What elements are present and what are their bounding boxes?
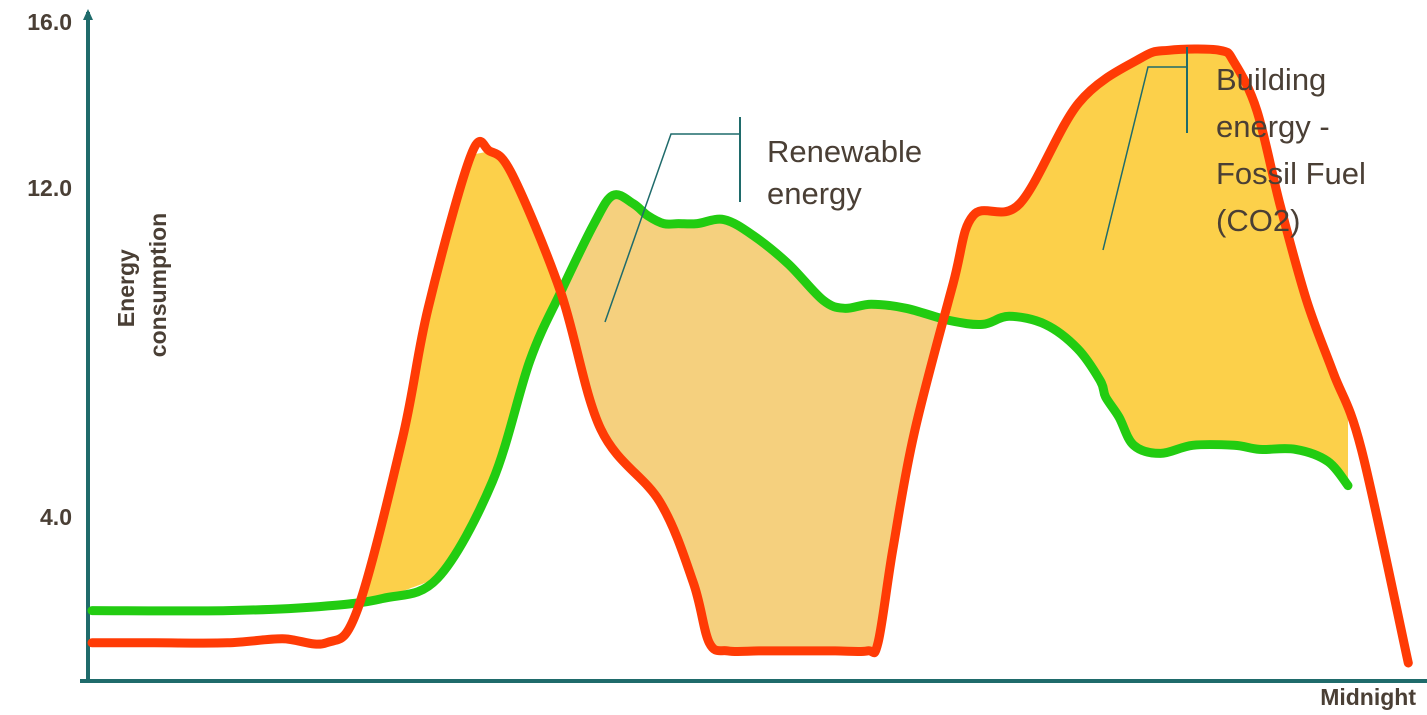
- annotation-text-fossil: Building energy - Fossil Fuel (CO2): [1216, 62, 1375, 238]
- annotation-text-renewable: Renewable energy: [767, 134, 931, 211]
- annotation-leader-fossil: [1102, 66, 1187, 251]
- y-axis-label: Energy consumption: [113, 213, 171, 357]
- y-tick-label-4: 4.0: [40, 504, 72, 530]
- annotation-fossil: Building energy - Fossil Fuel (CO2): [1102, 47, 1375, 251]
- annotation-fossil-line-4: (CO2): [1216, 203, 1300, 238]
- fill-region-morning: [359, 151, 561, 602]
- y-axis-arrow-icon: [83, 9, 93, 20]
- annotation-fossil-line-2: energy -: [1216, 109, 1330, 144]
- axes: [80, 9, 1427, 683]
- series-line-renewable: [87, 190, 1353, 616]
- y-axis-label-line-2: consumption: [145, 213, 171, 357]
- x-axis-label: Midnight: [1320, 684, 1416, 710]
- series-line-fossil: [87, 44, 1413, 668]
- y-axis-label-line-1: Energy: [113, 249, 139, 327]
- annotation-renewable-line-1: Renewable: [767, 134, 922, 169]
- annotation-leader-renewable: [604, 133, 740, 323]
- fill-region-evening: [943, 50, 1348, 486]
- y-tick-label-12: 12.0: [27, 175, 72, 201]
- annotation-renewable-line-2: energy: [767, 176, 862, 211]
- annotation-renewable: Renewable energy: [604, 117, 931, 323]
- annotation-fossil-line-3: Fossil Fuel: [1216, 156, 1366, 191]
- annotation-fossil-line-1: Building: [1216, 62, 1326, 97]
- y-tick-label-16: 16.0: [27, 9, 72, 35]
